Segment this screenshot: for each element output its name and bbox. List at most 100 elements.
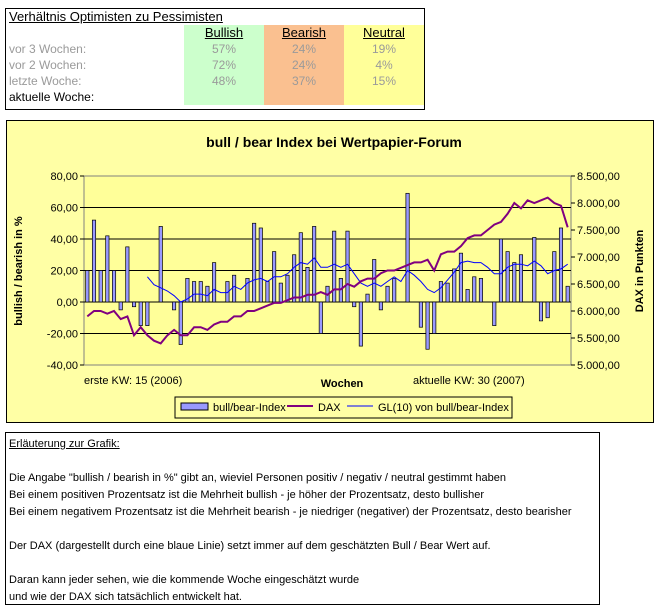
sentiment-table: Verhältnis Optimisten zu Pessimisten Bul…	[5, 8, 425, 110]
x-start-label: erste KW: 15 (2006)	[84, 375, 182, 387]
bar	[358, 301, 363, 347]
legend-label-ma: GL(10) von bull/bear-Index	[378, 402, 509, 414]
explanation-line: Die Angabe "bullish / bearish in %" gibt…	[9, 472, 506, 484]
bar	[512, 262, 517, 303]
bar	[178, 301, 183, 345]
bar	[445, 282, 450, 303]
value-neutral: 19%	[344, 41, 424, 57]
y-tick-label-left: 40,00	[50, 234, 78, 246]
chart: bull / bear Index bei Wertpapier-Forum 8…	[13, 134, 646, 419]
y-tick-label-right: 8.000,00	[577, 198, 620, 210]
y-tick-label-right: 5.500,00	[577, 333, 620, 345]
bar	[285, 274, 290, 303]
y-tick-label-right: 6.000,00	[577, 306, 620, 318]
bar	[425, 301, 430, 350]
bar	[112, 270, 117, 303]
y-tick-label-left: 20,00	[50, 266, 78, 278]
row-last-week: letzte Woche: 48% 37% 15%	[6, 73, 424, 89]
bar	[172, 301, 177, 311]
bar	[378, 301, 383, 311]
row-label: letzte Woche:	[9, 74, 82, 88]
bar	[232, 274, 237, 303]
bar	[372, 259, 377, 303]
bar	[312, 226, 317, 303]
bar	[532, 237, 537, 303]
value-neutral: 4%	[344, 57, 424, 73]
sentiment-title: Verhältnis Optimisten zu Pessimisten	[9, 9, 223, 24]
bar	[292, 254, 297, 303]
value-neutral	[344, 89, 424, 105]
header-neutral: Neutral	[344, 25, 424, 41]
value-bullish: 57%	[184, 41, 264, 57]
bar	[125, 246, 130, 303]
bar	[452, 268, 457, 303]
chart-panel: bull / bear Index bei Wertpapier-Forum 8…	[6, 120, 654, 423]
dax-line	[86, 196, 569, 345]
bar	[418, 301, 423, 328]
explanation-line: Bei einem positiven Prozentsatz ist die …	[9, 489, 485, 501]
bar	[505, 251, 510, 303]
y-tick-label-left: 60,00	[50, 203, 78, 215]
bar	[91, 219, 97, 303]
bar	[558, 227, 564, 303]
y-tick-label-left: -40,00	[47, 360, 78, 372]
bar	[192, 281, 197, 303]
value-neutral: 15%	[344, 73, 424, 89]
row-label: aktuelle Woche:	[9, 90, 95, 104]
bar	[492, 301, 497, 326]
header-bearish: Bearish	[264, 25, 344, 41]
bar	[265, 281, 270, 303]
bar	[365, 293, 370, 303]
bar	[158, 226, 163, 303]
bar	[332, 230, 337, 303]
bar	[258, 227, 263, 303]
row-2-weeks-ago: vor 2 Wochen: 72% 24% 4%	[6, 57, 424, 73]
legend-label-dax: DAX	[318, 402, 341, 414]
bar	[278, 282, 283, 303]
explanation-line: Der DAX (dargestellt durch eine blaue Li…	[9, 540, 491, 552]
header-bullish: Bullish	[184, 25, 264, 41]
bar	[118, 301, 123, 311]
y-axis-left-label: bullish / bearish in %	[13, 216, 25, 326]
legend-swatch-bars	[180, 402, 209, 411]
y-tick-label-left: 0,00	[57, 297, 78, 309]
legend-label-bars: bull/bear-Index	[213, 402, 286, 414]
y-tick-label-right: 7.500,00	[577, 225, 620, 237]
bar	[85, 270, 90, 303]
value-bullish: 48%	[184, 73, 264, 89]
x-end-label: aktuelle KW: 30 (2007)	[413, 375, 525, 387]
bar	[538, 301, 543, 322]
bar	[472, 276, 477, 303]
legend-box	[174, 396, 513, 419]
value-bearish	[264, 89, 344, 105]
bar	[385, 285, 390, 303]
bar	[518, 254, 523, 303]
y-tick-label-right: 8.500,00	[577, 171, 620, 183]
explanation-line: Bei einem negativem Prozentsatz ist die …	[9, 506, 572, 518]
bar	[132, 301, 137, 308]
bar	[318, 301, 323, 334]
y-tick-label-right: 5.000,00	[577, 360, 620, 372]
ma-line	[147, 257, 568, 303]
y-tick-label-right: 7.000,00	[577, 252, 620, 264]
value-bearish: 37%	[264, 73, 344, 89]
bar	[392, 278, 397, 303]
bar	[298, 232, 303, 303]
y-axis-right-label: DAX in Punkten	[634, 229, 646, 312]
bar	[465, 289, 470, 303]
bar	[145, 301, 150, 326]
row-current-week: aktuelle Woche:	[6, 89, 424, 105]
bar	[245, 278, 250, 303]
bar	[225, 281, 230, 303]
value-bearish: 24%	[264, 41, 344, 57]
bar	[478, 278, 483, 303]
bar	[212, 262, 217, 303]
bar	[552, 251, 557, 303]
value-bearish: 24%	[264, 57, 344, 73]
explanation-line: und wie der DAX sich tatsächlich entwick…	[9, 591, 242, 603]
row-label: vor 2 Wochen:	[9, 58, 87, 72]
bar	[565, 285, 570, 303]
chart-title: bull / bear Index bei Wertpapier-Forum	[206, 134, 462, 150]
bar	[185, 278, 190, 303]
